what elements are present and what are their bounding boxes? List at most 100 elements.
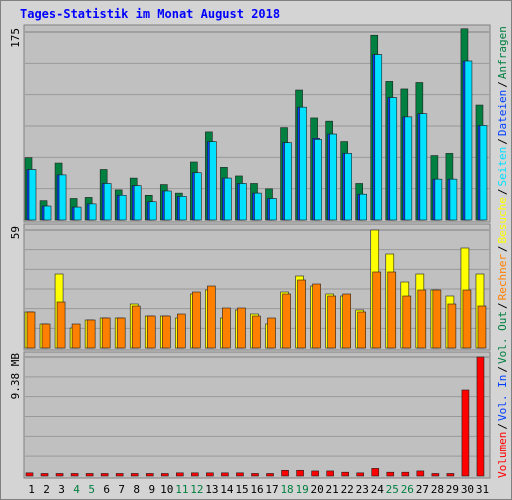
- bar: [449, 178, 458, 221]
- bar: [296, 469, 304, 477]
- legend-entry: Dateien: [496, 90, 509, 136]
- bar: [266, 473, 274, 477]
- x-tick-label: 7: [118, 483, 125, 496]
- bar: [312, 283, 321, 349]
- bar: [434, 178, 443, 221]
- legend-separator: /: [496, 366, 509, 373]
- bar: [297, 279, 306, 349]
- bar: [131, 305, 141, 349]
- bar: [357, 311, 367, 349]
- bar: [446, 473, 455, 477]
- bar: [416, 470, 425, 477]
- bar: [43, 205, 52, 221]
- bar: [160, 473, 169, 477]
- bar: [281, 469, 289, 477]
- bar: [372, 271, 382, 349]
- bar: [252, 315, 261, 349]
- bar: [73, 206, 82, 221]
- bar: [314, 139, 322, 221]
- bar: [374, 54, 383, 221]
- bar: [251, 473, 259, 477]
- bar: [221, 472, 229, 477]
- x-tick-label: 8: [133, 483, 140, 496]
- bar: [329, 133, 337, 221]
- bar: [222, 307, 231, 349]
- bar: [447, 303, 457, 349]
- bar: [479, 125, 488, 221]
- bar: [179, 196, 187, 221]
- bar: [207, 285, 216, 349]
- x-tick-label: 3: [58, 483, 65, 496]
- bar: [299, 106, 307, 221]
- bar: [163, 190, 172, 221]
- bar: [40, 473, 49, 477]
- bar: [419, 113, 428, 221]
- x-tick-label: 2: [43, 483, 50, 496]
- bar: [130, 473, 139, 477]
- legend: Volumen/Vol. In/Vol. Out/Rechner/Besuche…: [496, 26, 509, 478]
- bar: [41, 323, 51, 349]
- bar: [86, 319, 96, 349]
- bar: [58, 174, 67, 221]
- legend-entry: Rechner: [496, 254, 509, 301]
- x-tick-label: 28: [431, 483, 444, 496]
- bar: [55, 473, 64, 477]
- bar: [118, 194, 127, 221]
- bar: [224, 177, 232, 221]
- x-tick-label: 5: [88, 483, 95, 496]
- x-tick-label: 1: [28, 483, 35, 496]
- bar: [417, 289, 427, 349]
- bar: [477, 305, 487, 349]
- bar: [101, 317, 111, 349]
- bar: [461, 389, 470, 477]
- bar: [404, 116, 413, 221]
- y-tick-label: 59: [9, 226, 22, 239]
- bar: [387, 271, 397, 349]
- x-tick-label: 12: [190, 483, 203, 496]
- bar: [342, 293, 351, 349]
- bar: [176, 472, 184, 477]
- bar: [161, 315, 171, 349]
- x-tick-label: 9: [148, 483, 155, 496]
- bar: [267, 317, 276, 349]
- x-tick-label: 21: [326, 483, 339, 496]
- bar: [359, 193, 368, 221]
- bar: [191, 472, 199, 477]
- chart-title: Tages-Statistik im Monat August 2018: [20, 7, 280, 21]
- legend-entry: Vol. In: [496, 375, 509, 421]
- x-tick-label: 30: [461, 483, 474, 496]
- bar: [311, 470, 319, 477]
- bar: [103, 183, 112, 221]
- bar: [476, 356, 485, 477]
- legend-separator: /: [496, 423, 509, 430]
- x-tick-label: 19: [295, 483, 308, 496]
- legend-separator: /: [496, 245, 509, 252]
- x-tick-label: 22: [341, 483, 354, 496]
- bar: [327, 295, 336, 349]
- bar: [389, 97, 398, 221]
- x-tick-label: 24: [371, 483, 385, 496]
- x-tick-label: 29: [446, 483, 459, 496]
- bar: [402, 295, 412, 349]
- bar: [71, 323, 81, 349]
- bar: [194, 172, 202, 221]
- x-tick-label: 25: [386, 483, 399, 496]
- bar: [146, 315, 156, 349]
- bar: [25, 472, 34, 477]
- bar: [326, 470, 334, 477]
- legend-separator: /: [496, 302, 509, 309]
- bar: [341, 471, 349, 477]
- x-tick-label: 23: [356, 483, 369, 496]
- bar: [26, 311, 36, 349]
- x-tick-label: 13: [205, 483, 218, 496]
- bar: [192, 291, 201, 349]
- bar: [464, 60, 473, 221]
- x-tick-label: 4: [73, 483, 80, 496]
- bar: [28, 169, 37, 221]
- legend-separator: /: [496, 188, 509, 195]
- legend-entry: Vol. Out: [496, 311, 509, 364]
- bar: [356, 472, 365, 477]
- bar: [116, 317, 126, 349]
- bar: [371, 468, 380, 477]
- bar: [269, 198, 277, 221]
